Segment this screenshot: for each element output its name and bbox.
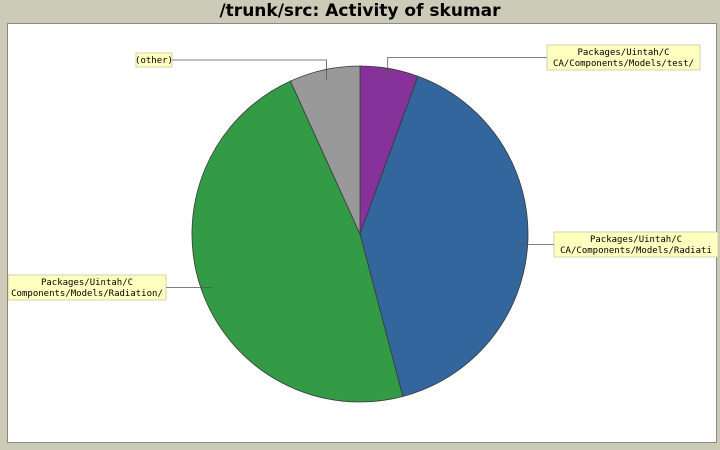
slice-label-3-line-0: (other)	[135, 56, 173, 66]
chart-title: /trunk/src: Activity of skumar	[219, 1, 501, 21]
label-box-0	[546, 44, 701, 71]
slice-label-0-line-1: CA/Components/Models/test/	[553, 59, 694, 69]
pie-slice-3[interactable]	[289, 65, 361, 235]
slice-label-1-line-0: Packages/Uintah/C	[590, 235, 682, 245]
pie-chart: Packages/Uintah/CCA/Components/Models/te…	[8, 44, 718, 403]
slice-label-0-line-0: Packages/Uintah/C	[577, 48, 669, 58]
label-box-3	[135, 52, 173, 68]
label-box-2	[8, 274, 167, 301]
leader-line-0	[387, 57, 547, 79]
pie-slices	[191, 65, 529, 403]
leader-line-1	[517, 241, 554, 245]
pie-slice-2[interactable]	[191, 80, 404, 403]
plot-area: Packages/Uintah/C CA/Components/Models/te…	[7, 23, 718, 443]
slice-label-1-line-1: CA/Components/Models/Radiati	[560, 246, 712, 256]
label-box-1	[553, 231, 718, 258]
slice-label-2-line-1: Components/Models/Radiation/	[11, 289, 163, 299]
pie-labels: Packages/Uintah/CCA/Components/Models/te…	[8, 44, 718, 301]
leader-line-3	[172, 59, 327, 80]
slice-label-2-line-0: Packages/Uintah/C	[41, 278, 133, 288]
pie-slice-1[interactable]	[359, 75, 529, 397]
